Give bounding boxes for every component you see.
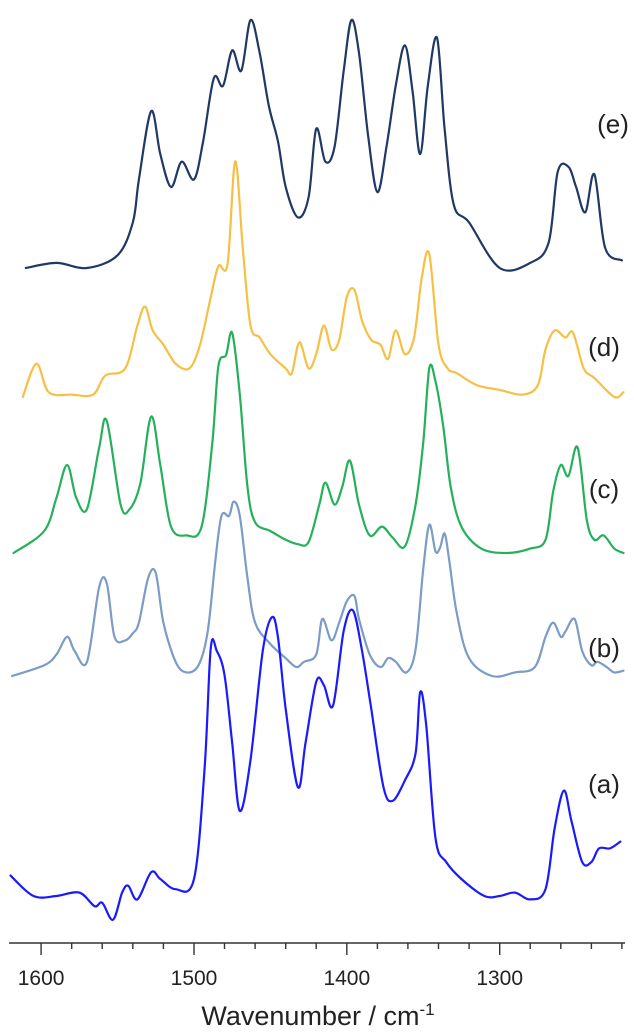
trace-label-b: (b) — [588, 633, 620, 663]
spectrum-trace-c — [12, 330, 625, 555]
spectrum-traces — [9, 18, 625, 921]
spectrum-trace-e — [24, 18, 623, 272]
x-axis-ticks: 1600 1500 1400 1300 — [18, 943, 623, 990]
x-tick-label: 1400 — [323, 967, 370, 990]
x-tick-label: 1600 — [18, 967, 65, 990]
spectrum-trace-d — [21, 160, 625, 399]
x-tick-label: 1300 — [476, 967, 523, 990]
x-axis-title: Wavenumber / cm-1 — [201, 1000, 434, 1031]
x-axis: 1600 1500 1400 1300 — [9, 942, 625, 990]
trace-label-c: (c) — [589, 474, 619, 504]
spectrum-trace-b — [11, 500, 625, 678]
spectrum-trace-a — [9, 608, 622, 921]
x-axis-title-superscript: -1 — [419, 1000, 434, 1019]
trace-label-d: (d) — [588, 332, 620, 362]
x-tick-label: 1500 — [171, 967, 218, 990]
x-axis-title-text: Wavenumber / cm — [201, 1001, 419, 1031]
trace-label-e: (e) — [597, 109, 629, 139]
trace-labels: (e) (d) (c) (b) (a) — [588, 109, 629, 799]
trace-label-a: (a) — [588, 769, 620, 799]
